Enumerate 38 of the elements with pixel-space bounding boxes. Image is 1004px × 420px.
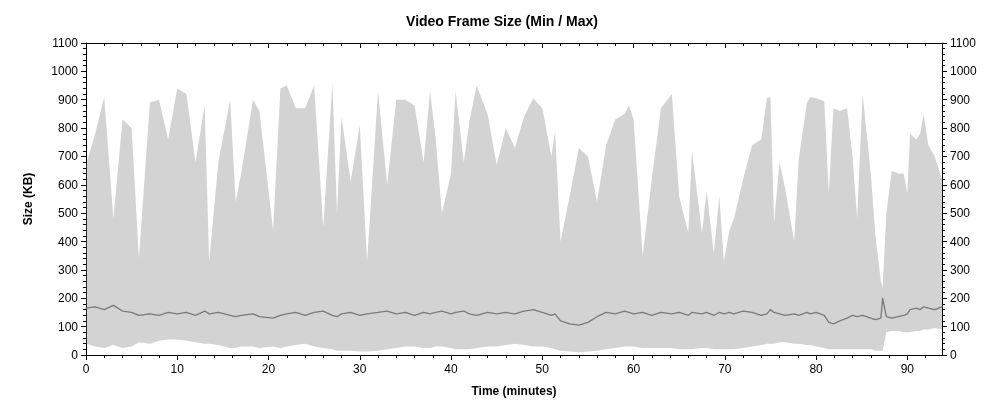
x-tick-label: 60 <box>626 362 641 376</box>
y-tick-label: 200 <box>57 291 79 306</box>
x-tick-label: 10 <box>170 362 185 376</box>
y2-tick-label: 100 <box>950 319 971 334</box>
y2-tick-label: 1000 <box>950 64 978 79</box>
x-tick-label: 70 <box>718 362 732 376</box>
x-tick-label: 40 <box>444 362 459 376</box>
y-tick-label: 500 <box>57 206 79 221</box>
y2-tick-label: 400 <box>950 234 971 249</box>
chart-title: Video Frame Size (Min / Max) <box>406 13 598 29</box>
y2-tick-label: 500 <box>950 206 971 221</box>
y-tick-label: 400 <box>57 234 79 249</box>
x-tick-label: 90 <box>900 362 915 376</box>
y2-tick-label: 1100 <box>950 36 977 50</box>
x-tick-label: 80 <box>809 362 824 376</box>
x-tick-label: 20 <box>261 362 276 376</box>
y2-tick-label: 800 <box>950 121 971 136</box>
y-tick-label: 1100 <box>52 36 79 50</box>
y-tick-label: 300 <box>57 262 79 277</box>
x-tick-label: 50 <box>535 362 550 376</box>
y2-tick-label: 600 <box>950 177 971 192</box>
x-tick-label: 0 <box>82 362 90 376</box>
y-tick-label: 600 <box>57 177 79 192</box>
y2-tick-label: 0 <box>950 348 957 362</box>
y2-tick-label: 700 <box>950 149 971 164</box>
y-axis-title: Size (KB) <box>21 172 35 226</box>
y-tick-label: 900 <box>57 92 79 107</box>
x-tick-label: 30 <box>353 362 367 376</box>
y2-tick-label: 900 <box>950 92 971 107</box>
y2-tick-label: 200 <box>950 291 971 306</box>
y-tick-label: 1000 <box>51 64 79 79</box>
x-axis-title: Time (minutes) <box>471 384 557 398</box>
y-tick-label: 100 <box>57 319 79 334</box>
y2-tick-label: 300 <box>950 262 971 277</box>
y-tick-label: 800 <box>57 121 79 136</box>
line-series <box>85 297 943 326</box>
y-tick-label: 0 <box>71 348 79 362</box>
y-tick-label: 700 <box>57 149 79 164</box>
